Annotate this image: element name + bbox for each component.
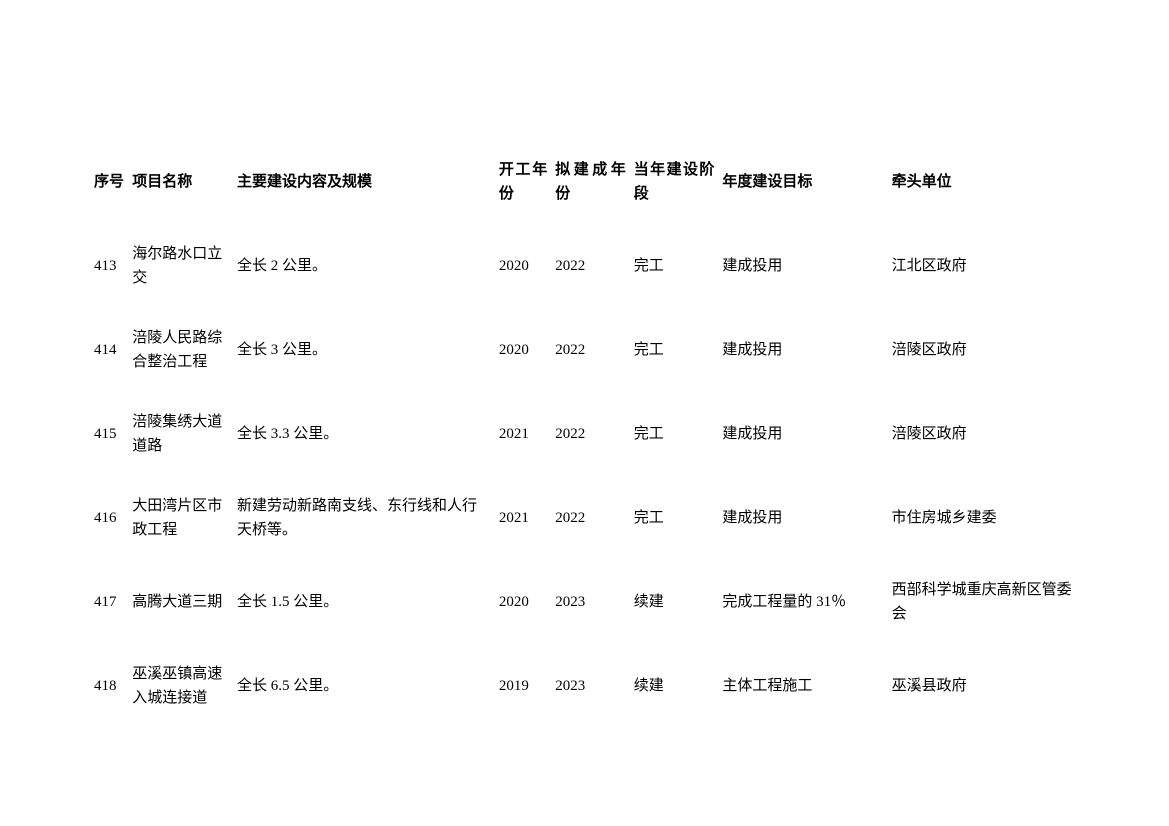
table-row: 416大田湾片区市政工程新建劳动新路南支线、东行线和人行天桥等。20212022…	[90, 476, 1079, 560]
header-row: 序号 项目名称 主要建设内容及规模 开工年份 拟建成年份 当年建设阶段 年度建设…	[90, 140, 1079, 224]
cell-content: 全长 3.3 公里。	[233, 392, 495, 476]
cell-start: 2020	[495, 560, 551, 644]
cell-goal: 建成投用	[718, 476, 887, 560]
table-row: 415涪陵集绣大道道路全长 3.3 公里。20212022完工建成投用涪陵区政府	[90, 392, 1079, 476]
header-start: 开工年份	[495, 140, 551, 224]
cell-end: 2022	[551, 308, 630, 392]
cell-content: 全长 6.5 公里。	[233, 644, 495, 728]
cell-stage: 完工	[630, 476, 719, 560]
cell-seq: 414	[90, 308, 128, 392]
cell-unit: 江北区政府	[888, 224, 1079, 308]
table-row: 414涪陵人民路综合整治工程全长 3 公里。20202022完工建成投用涪陵区政…	[90, 308, 1079, 392]
cell-content: 全长 2 公里。	[233, 224, 495, 308]
table-row: 418巫溪巫镇高速入城连接道全长 6.5 公里。20192023续建主体工程施工…	[90, 644, 1079, 728]
cell-unit: 涪陵区政府	[888, 392, 1079, 476]
cell-seq: 415	[90, 392, 128, 476]
cell-name: 大田湾片区市政工程	[128, 476, 233, 560]
cell-end: 2023	[551, 644, 630, 728]
cell-start: 2021	[495, 392, 551, 476]
header-content: 主要建设内容及规模	[233, 140, 495, 224]
cell-name: 海尔路水口立交	[128, 224, 233, 308]
header-unit: 牵头单位	[888, 140, 1079, 224]
cell-end: 2022	[551, 476, 630, 560]
table-row: 417高腾大道三期全长 1.5 公里。20202023续建完成工程量的 31％西…	[90, 560, 1079, 644]
header-goal: 年度建设目标	[718, 140, 887, 224]
header-name: 项目名称	[128, 140, 233, 224]
cell-name: 涪陵集绣大道道路	[128, 392, 233, 476]
cell-goal: 建成投用	[718, 224, 887, 308]
cell-name: 高腾大道三期	[128, 560, 233, 644]
header-end: 拟建成年份	[551, 140, 630, 224]
cell-goal: 主体工程施工	[718, 644, 887, 728]
cell-start: 2020	[495, 224, 551, 308]
table-header: 序号 项目名称 主要建设内容及规模 开工年份 拟建成年份 当年建设阶段 年度建设…	[90, 140, 1079, 224]
cell-stage: 完工	[630, 392, 719, 476]
cell-content: 全长 3 公里。	[233, 308, 495, 392]
cell-stage: 续建	[630, 560, 719, 644]
cell-start: 2021	[495, 476, 551, 560]
cell-stage: 完工	[630, 224, 719, 308]
header-seq: 序号	[90, 140, 128, 224]
cell-stage: 完工	[630, 308, 719, 392]
cell-goal: 建成投用	[718, 308, 887, 392]
cell-start: 2019	[495, 644, 551, 728]
cell-end: 2022	[551, 224, 630, 308]
cell-start: 2020	[495, 308, 551, 392]
cell-unit: 西部科学城重庆高新区管委会	[888, 560, 1079, 644]
cell-stage: 续建	[630, 644, 719, 728]
cell-goal: 建成投用	[718, 392, 887, 476]
cell-name: 涪陵人民路综合整治工程	[128, 308, 233, 392]
table-row: 413海尔路水口立交全长 2 公里。20202022完工建成投用江北区政府	[90, 224, 1079, 308]
cell-content: 全长 1.5 公里。	[233, 560, 495, 644]
cell-name: 巫溪巫镇高速入城连接道	[128, 644, 233, 728]
table-body: 413海尔路水口立交全长 2 公里。20202022完工建成投用江北区政府414…	[90, 224, 1079, 728]
cell-content: 新建劳动新路南支线、东行线和人行天桥等。	[233, 476, 495, 560]
cell-unit: 涪陵区政府	[888, 308, 1079, 392]
cell-seq: 416	[90, 476, 128, 560]
cell-end: 2023	[551, 560, 630, 644]
projects-table: 序号 项目名称 主要建设内容及规模 开工年份 拟建成年份 当年建设阶段 年度建设…	[90, 140, 1079, 728]
cell-unit: 市住房城乡建委	[888, 476, 1079, 560]
cell-seq: 413	[90, 224, 128, 308]
cell-goal: 完成工程量的 31％	[718, 560, 887, 644]
cell-seq: 418	[90, 644, 128, 728]
cell-unit: 巫溪县政府	[888, 644, 1079, 728]
cell-end: 2022	[551, 392, 630, 476]
header-stage: 当年建设阶段	[630, 140, 719, 224]
cell-seq: 417	[90, 560, 128, 644]
